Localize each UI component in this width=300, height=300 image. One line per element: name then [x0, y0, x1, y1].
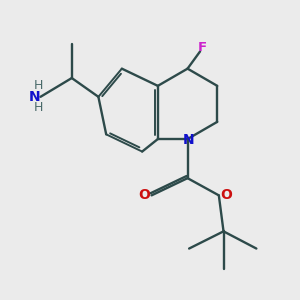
Text: H: H	[34, 80, 44, 92]
Text: H: H	[34, 101, 44, 114]
Text: F: F	[198, 41, 207, 54]
Text: N: N	[182, 133, 194, 147]
Text: N: N	[29, 90, 41, 104]
Text: O: O	[139, 188, 151, 203]
Text: O: O	[220, 188, 232, 202]
